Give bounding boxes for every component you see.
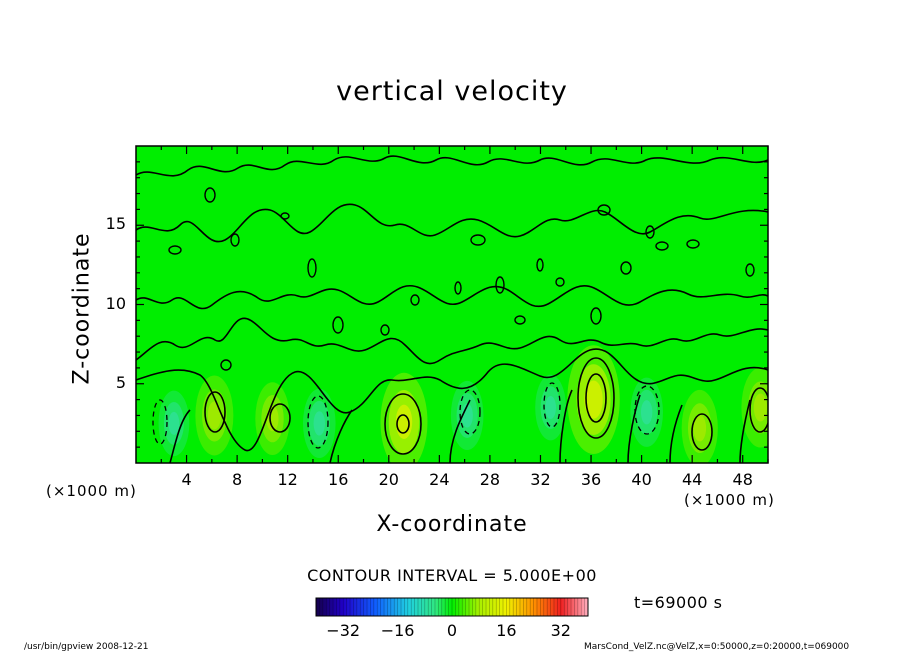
small-contour-cells	[168, 187, 755, 371]
y-tick-label: 5	[115, 372, 126, 392]
footer-left: /usr/bin/gpview 2008-12-21	[24, 642, 149, 652]
contour-zero-line	[136, 317, 768, 365]
x-tick-label: 20	[378, 470, 399, 489]
contour-updraft	[749, 387, 768, 433]
x-tick-label: 16	[328, 470, 349, 489]
downdraft-core	[640, 400, 653, 425]
contour-zero-line	[136, 155, 768, 177]
y-tick-label: 15	[105, 214, 126, 234]
x-tick-label: 4	[181, 470, 192, 489]
x-ticks	[160, 146, 769, 463]
contour-updraft	[269, 403, 291, 433]
y-ticks	[136, 161, 768, 448]
x-tick-label: 48	[732, 470, 753, 489]
updraft-core	[753, 393, 768, 422]
x-tick-label: 32	[530, 470, 551, 489]
updraft-core	[395, 404, 413, 439]
x-unit-label-right: (×1000 m)	[684, 491, 775, 509]
updraft-core	[693, 414, 707, 442]
negative-contours	[152, 382, 660, 449]
x-tick-label: 28	[479, 470, 501, 489]
contour-updraft	[585, 373, 607, 423]
time-label: t=69000 s	[634, 593, 723, 612]
contour-zero-line	[136, 203, 768, 243]
downdraft-core	[461, 403, 473, 428]
x-axis-label: X-coordinate	[376, 512, 528, 537]
chart-title: vertical velocity	[336, 76, 568, 107]
updraft-core	[584, 380, 603, 419]
x-tick-label: 24	[429, 470, 450, 489]
contour-zero-line	[136, 285, 768, 310]
colorbar-stripes	[319, 598, 585, 616]
downdraft-core	[168, 411, 180, 435]
updraft-core	[207, 401, 222, 430]
x-tick-label: 12	[277, 470, 298, 489]
x-tick-label: 8	[232, 470, 243, 489]
contour-updraft	[691, 413, 713, 451]
y-tick-label: 10	[105, 293, 126, 313]
colorbar-tick-label: 32	[550, 621, 571, 640]
downdraft-core	[545, 396, 556, 420]
contour-zero-line	[169, 389, 751, 463]
contour-interval-label: CONTOUR INTERVAL = 5.000E+00	[307, 566, 597, 585]
x-unit-label-left: (×1000 m)	[46, 482, 137, 500]
x-tick-label: 44	[681, 470, 703, 489]
velocity-cores	[158, 345, 768, 463]
colorbar-tick-label: −16	[380, 621, 415, 640]
colorbar	[315, 597, 589, 617]
colorbar-tick-label: 16	[496, 621, 517, 640]
contour-updraft	[577, 357, 615, 439]
colorbar-frame	[315, 597, 589, 617]
colorbar-fill	[316, 598, 588, 616]
footer-right: MarsCond_VelZ.nc@VelZ,x=0:50000,z=0:2000…	[584, 642, 850, 652]
contour-zero-line	[136, 348, 768, 452]
plot-area	[135, 145, 769, 464]
contour-updraft	[384, 393, 422, 455]
x-tick-label: 36	[580, 470, 602, 489]
x-tick-label: 40	[631, 470, 652, 489]
colorbar-tick-label: −32	[326, 621, 361, 640]
contour-updraft	[396, 414, 410, 434]
colorbar-tick-label: 0	[446, 621, 458, 640]
contour-updraft	[204, 391, 226, 433]
downdraft-core	[313, 411, 325, 436]
contour-lines	[136, 155, 768, 463]
